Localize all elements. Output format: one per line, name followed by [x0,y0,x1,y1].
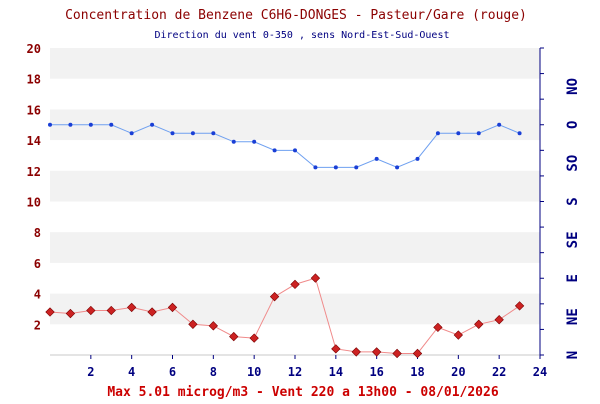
wind-point [456,131,461,136]
y-left-tick-label: 14 [27,134,41,148]
y-left-tick-label: 12 [27,165,41,179]
y-left-tick-label: 16 [27,103,41,117]
y-left-tick-label: 6 [34,257,41,271]
wind-point [129,131,134,136]
benzene-point [494,315,504,325]
wind-point [48,122,52,127]
benzene-point [208,321,219,331]
chart-title: Concentration de Benzene C6H6-DONGES - P… [65,8,527,23]
y-left-tick-label: 10 [27,196,41,210]
grid-band [50,109,540,141]
y-right-tick-label: NE [565,308,581,325]
benzene-point [249,333,259,343]
y-right-tick-label: N [565,351,581,359]
y-right-tick-label: O [565,121,581,129]
axes: 2 4 6 8 10 12 14 16 18 20 22 242468101214161820NNEE… [27,42,581,379]
benzene-point [310,273,321,283]
benzene-point [269,292,280,302]
benzene-point [453,330,464,340]
benzene-point [229,331,239,342]
y-right-tick-label: NO [565,78,581,95]
y-right-tick-label: SO [565,155,581,172]
wind-point [88,122,93,127]
x-tick-label: 12 [288,365,302,379]
benzene-point [167,302,178,313]
benzene-point [126,302,137,313]
benzene-point [45,307,55,317]
wind-point [272,148,277,153]
wind-point [68,122,73,127]
y-left-tick-label: 18 [27,73,41,87]
benzene-point [290,279,300,290]
chart-footer: Max 5.01 microg/m3 - Vent 220 a 13h00 - … [107,385,499,400]
benzene-point [147,307,157,317]
wind-point [354,165,359,170]
benzene-point [86,305,96,316]
y-right-tick-label: SE [565,231,581,248]
y-left-tick-label: 8 [34,226,41,240]
x-tick-label: 2 [87,365,94,379]
wind-point [333,165,338,170]
wind-point [517,131,522,136]
y-right-tick-label: E [565,274,581,282]
x-tick-label: 14 [329,365,343,379]
x-tick-label: 24 [533,365,547,379]
wind-point [497,122,502,127]
x-tick-label: 20 [451,365,465,379]
wind-line [50,124,520,168]
chart-subtitle: Direction du vent 0-350 , sens Nord-Est-… [154,30,449,41]
x-tick-label: 4 [128,365,135,379]
y-left-tick-label: 20 [27,42,41,56]
y-left-tick-label: 4 [34,288,41,302]
wind-point [231,139,236,144]
benzene-point [514,301,525,311]
grid-band [50,48,540,79]
benzene-point [371,347,382,357]
benzene-point [331,344,341,354]
grid-bands [50,48,540,325]
wind-point [395,165,400,170]
wind-point [109,122,114,127]
grid-band [50,170,540,202]
series-layer [45,122,525,359]
wind-point [170,131,175,136]
x-tick-label: 18 [410,365,424,379]
wind-point [415,156,420,161]
benzene-point [106,305,116,316]
grid-band [50,232,540,263]
y-right-tick-label: S [565,197,581,205]
x-tick-label: 6 [169,365,176,379]
y-left-tick-label: 2 [34,318,41,332]
x-tick-label: 16 [369,365,383,379]
wind-point [374,156,379,161]
benzene-point [188,319,198,329]
benzene-point [392,348,402,359]
wind-point [293,148,297,153]
benzene-point [474,319,484,329]
benzene-point [351,347,361,357]
benzene-point [433,322,443,333]
wind-point [476,131,481,136]
wind-point [435,131,440,136]
x-tick-label: 8 [210,365,217,379]
wind-point [150,122,155,127]
x-tick-label: 10 [247,365,261,379]
x-tick-label: 22 [492,365,506,379]
benzene-point [412,348,423,359]
wind-point [252,139,257,144]
wind-point [190,131,195,136]
wind-point [211,131,216,136]
wind-point [313,165,318,170]
benzene-point [65,308,76,319]
